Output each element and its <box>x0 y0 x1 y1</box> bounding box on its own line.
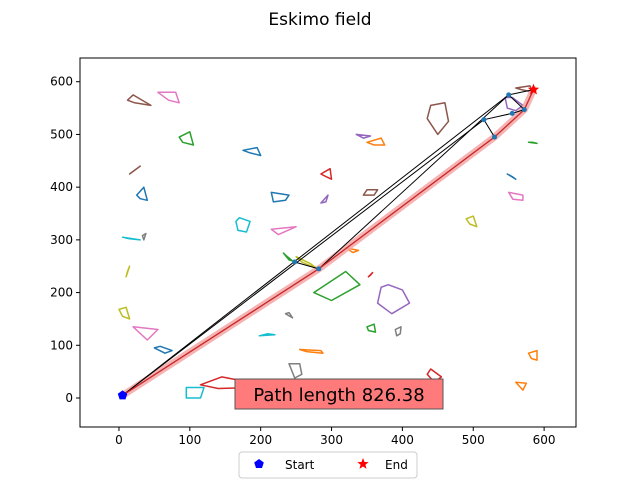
obstacle-polygon <box>313 270 361 302</box>
obstacle-polygon <box>362 189 379 196</box>
graph-node <box>316 266 322 272</box>
obstacle-polygon <box>178 131 195 146</box>
graph-edge <box>483 119 495 138</box>
x-tick-label: 300 <box>320 433 343 447</box>
x-tick-label: 0 <box>115 433 123 447</box>
shortest-path-layer <box>122 89 535 396</box>
obstacle-polygon <box>355 133 372 139</box>
obstacle-polygon <box>320 167 333 180</box>
obstacle-polygon <box>366 137 386 146</box>
path-length-annotation: Path length 826.38 <box>234 378 444 410</box>
obstacle-polygon <box>426 102 450 136</box>
obstacle-polygon <box>515 381 528 391</box>
obstacle-polygon <box>128 165 141 175</box>
graph-edges-layer <box>122 89 534 396</box>
obstacle-polygon <box>366 323 377 333</box>
legend-end-label: End <box>385 458 408 472</box>
graph-edge <box>508 89 534 96</box>
graph-node <box>506 92 512 98</box>
obstacle-polygon <box>506 173 517 180</box>
obstacle-polygon <box>153 345 173 354</box>
graph-edge <box>122 94 509 396</box>
obstacle-polygon <box>242 146 262 157</box>
graph-edge <box>294 261 319 270</box>
path-highlight <box>119 86 537 399</box>
y-tick-label: 0 <box>65 391 73 405</box>
obstacle-polygon <box>298 348 324 354</box>
obstacle-polygon <box>270 225 297 236</box>
legend-end-marker <box>357 458 369 469</box>
obstacle-polygon <box>288 362 303 379</box>
start-marker <box>117 390 128 400</box>
legend: Start End <box>238 451 418 479</box>
graph-edge <box>508 94 525 111</box>
obstacle-polygon <box>394 326 402 337</box>
y-tick-label: 100 <box>50 338 73 352</box>
obstacle-polygon <box>527 141 538 145</box>
y-tick-label: 200 <box>50 286 73 300</box>
obstacle-polygon <box>141 232 147 241</box>
x-tick-label: 400 <box>391 433 414 447</box>
shortest-path-line <box>122 89 535 396</box>
obstacle-polygon <box>527 349 538 361</box>
obstacle-polygon <box>135 186 149 202</box>
graph-nodes-layer <box>292 92 527 272</box>
path-highlight-layer <box>119 86 537 399</box>
y-tick-label: 400 <box>50 180 73 194</box>
graph-edge <box>483 112 513 121</box>
obstacle-polygon <box>376 283 411 315</box>
graph-node <box>481 117 487 123</box>
legend-start-marker <box>254 459 264 468</box>
obstacle-polygon <box>284 311 294 319</box>
chart-title: Eskimo field <box>268 10 371 30</box>
obstacle-polygon <box>235 216 251 233</box>
obstacle-polygon <box>157 91 180 104</box>
y-tick-label: 300 <box>50 233 73 247</box>
x-tick-label: 500 <box>462 433 485 447</box>
legend-start-label: Start <box>285 458 315 472</box>
obstacle-polygon <box>258 332 276 337</box>
x-tick-label: 600 <box>533 433 556 447</box>
graph-node <box>509 110 515 116</box>
axes-frame <box>79 57 577 428</box>
obstacle-polygon <box>118 306 131 320</box>
graph-node <box>521 107 527 113</box>
graph-node <box>492 134 498 140</box>
obstacle-polygon <box>126 94 152 107</box>
obstacle-polygon <box>282 252 294 262</box>
x-tick-label: 100 <box>178 433 201 447</box>
x-tick-label: 200 <box>249 433 272 447</box>
plot-area <box>117 83 540 400</box>
x-axis-ticks: 0 100 200 300 400 500 600 <box>115 427 556 447</box>
y-tick-label: 600 <box>50 75 73 89</box>
y-tick-label: 500 <box>50 127 73 141</box>
obstacle-polygon <box>270 191 290 203</box>
legend-box <box>238 451 418 479</box>
graph-edge <box>318 94 510 270</box>
obstacle-polygon <box>121 236 141 241</box>
obstacle-polygon <box>320 194 329 204</box>
obstacle-polygon <box>507 191 524 202</box>
obstacle-polygon <box>125 265 131 278</box>
obstacles-layer <box>118 85 538 399</box>
annotation-box <box>234 378 444 410</box>
end-marker <box>527 83 540 95</box>
obstacle-polygon <box>132 326 159 341</box>
markers-layer <box>117 83 540 400</box>
graph-node <box>292 259 298 265</box>
obstacle-polygon <box>185 386 205 399</box>
obstacle-polygon <box>465 215 478 228</box>
y-axis-ticks: 0 100 200 300 400 500 600 <box>50 75 80 405</box>
graph-edge <box>122 119 485 396</box>
path-length-label: Path length 826.38 <box>253 385 424 406</box>
obstacle-polygon <box>367 271 374 278</box>
